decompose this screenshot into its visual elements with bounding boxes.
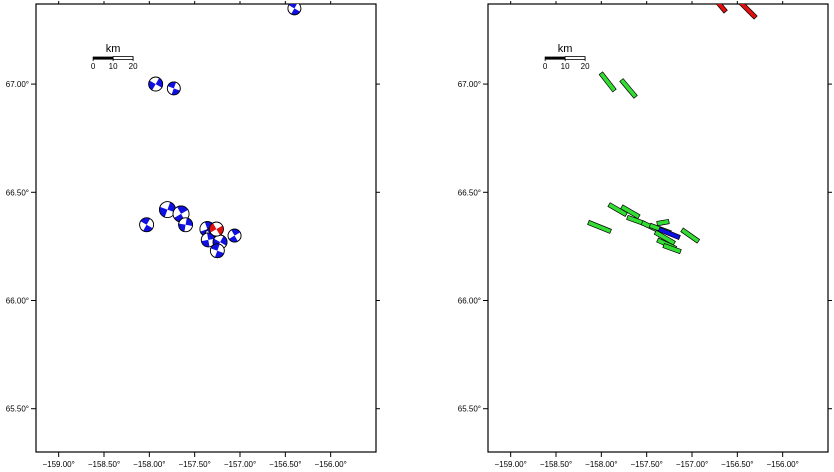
- x-tick-label: −159.00°: [42, 460, 74, 469]
- focal-mechanism: [227, 228, 242, 243]
- scale-bar-label: 10: [561, 62, 570, 71]
- scale-bar-label: 20: [581, 62, 590, 71]
- focal-mechanism: [148, 76, 164, 92]
- fault-trace: [587, 219, 612, 234]
- y-tick-label: 67.00°: [458, 80, 481, 89]
- scale-bar-segment: [545, 56, 566, 60]
- scale-bar-segment: [112, 56, 134, 61]
- scale-bar-label: 0: [543, 62, 548, 71]
- scale-bar: km 0 10 20: [91, 43, 138, 71]
- map-panel-fault-traces: −159.00° −158.50° −158.00° −157.50° −157.00°…: [458, 1, 832, 469]
- scale-bar-label: 0: [91, 62, 96, 71]
- map-frame: [487, 3, 829, 453]
- x-tick-label: −156.00°: [766, 460, 798, 469]
- focal-mechanism: [166, 81, 181, 96]
- scale-bar-title: km: [558, 43, 573, 55]
- fault-trace: [619, 78, 638, 99]
- fault-trace: [657, 226, 681, 241]
- fault-trace: [680, 227, 701, 244]
- x-tick-label: −157.00°: [224, 460, 256, 469]
- scale-bar-label: 20: [129, 62, 138, 71]
- fault-trace: [710, 4, 728, 14]
- x-tick-label: −157.00°: [676, 460, 708, 469]
- x-tick-label: −159.00°: [494, 460, 526, 469]
- fault-trace: [735, 4, 758, 20]
- fault-trace: [620, 204, 641, 220]
- x-tick-label: −157.50°: [178, 460, 210, 469]
- y-tick-label: 66.00°: [458, 297, 481, 306]
- focal-mechanism: [200, 232, 216, 248]
- focal-mechanism: [139, 217, 155, 233]
- focal-mechanism: [287, 4, 302, 16]
- focal-mechanism: [159, 201, 176, 219]
- x-tick-label: −157.50°: [630, 460, 662, 469]
- y-tick-label: 67.00°: [6, 80, 29, 89]
- scale-bar-title: km: [106, 43, 121, 55]
- x-tick-label: −158.50°: [88, 460, 120, 469]
- y-tick-label: 65.50°: [6, 405, 29, 414]
- x-tick-label: −158.00°: [585, 460, 617, 469]
- x-tick-label: −156.50°: [721, 460, 753, 469]
- scale-bar-segment: [93, 56, 114, 60]
- x-tick-label: −158.00°: [133, 460, 165, 469]
- fault-trace: [598, 71, 617, 93]
- fault-trace: [653, 229, 676, 246]
- y-tick-label: 66.50°: [458, 188, 481, 197]
- x-tick-label: −156.00°: [314, 460, 346, 469]
- x-tick-label: −156.50°: [269, 460, 301, 469]
- focal-mechanism: [209, 221, 224, 237]
- fault-trace: [662, 242, 682, 255]
- scale-bar: km 0 10 20: [543, 43, 590, 71]
- y-tick-label: 66.00°: [6, 297, 29, 306]
- fault-trace: [607, 202, 628, 217]
- map-content: [139, 4, 302, 259]
- y-tick-label: 65.50°: [458, 405, 481, 414]
- map-content: [587, 4, 758, 255]
- map-panel-mechanisms: −159.00° −158.50° −158.00° −157.50° −157.00°…: [6, 1, 380, 469]
- scale-bar-segment: [564, 56, 586, 61]
- fault-trace: [656, 218, 670, 227]
- focal-mechanism: [178, 217, 194, 233]
- focal-mechanism: [209, 243, 225, 259]
- scale-bar-label: 10: [109, 62, 118, 71]
- map-frame: [35, 3, 377, 453]
- x-tick-label: −158.50°: [540, 460, 572, 469]
- y-tick-label: 66.50°: [6, 188, 29, 197]
